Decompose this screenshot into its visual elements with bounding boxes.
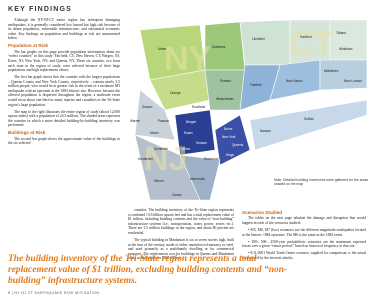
paragraph: • M5, M6, M7 (low) scenarios are the dif… [242, 227, 366, 237]
state-label: CT [289, 25, 335, 63]
state-label: NJ [144, 140, 187, 178]
paragraph: The second bar graph shows the approxima… [8, 136, 120, 146]
county-label: Somerset [154, 147, 168, 151]
county-label: Union [182, 147, 191, 151]
county-label: Hartford [300, 35, 312, 39]
county-label: Bronx [224, 127, 233, 131]
paragraph: counties. The building inventory of the … [128, 208, 234, 235]
county-label: Kings [226, 153, 234, 157]
county-label: Hunterdon [138, 157, 153, 161]
text-column: Scenarios Studied The tables on the next … [242, 208, 366, 263]
paragraph: The tables on the next page tabulate the… [242, 216, 366, 225]
county-label: Ocean [172, 193, 182, 197]
county-label: Rockland [192, 105, 206, 109]
county [329, 19, 368, 61]
map-note-box: Note: Detailed building inventories were… [274, 178, 369, 187]
county-label: Putnam [220, 79, 231, 83]
paragraph: The map to the right illustrates the ent… [8, 109, 120, 128]
county-label: Bergen [186, 120, 197, 124]
county-label: Queens [232, 143, 244, 147]
county-label: Fairfield [250, 83, 262, 87]
county-label: Monmouth [190, 177, 205, 181]
pull-quote: The building inventory of the Tri-State … [8, 254, 288, 286]
county-label: Suffolk [304, 117, 314, 121]
county-label: Nassau [260, 129, 271, 133]
counties [134, 19, 368, 201]
county-label: New London [344, 79, 362, 83]
county-label: Hudson [196, 141, 207, 145]
county [239, 19, 291, 66]
county-labels: Ulster Dutchess Litchfield Hartford Toll… [130, 31, 362, 197]
paragraph: The bar graphs on this page provide popu… [8, 49, 120, 73]
county-label: Litchfield [252, 37, 265, 41]
county [214, 114, 251, 166]
paragraph: The first bar graph shows that the count… [8, 75, 120, 107]
county-label: Middlesex [324, 69, 339, 73]
county-label: Warren [130, 119, 141, 123]
county-label: Ulster [158, 47, 167, 51]
county-label: Morris [150, 131, 159, 135]
county-label: Orange [170, 91, 181, 95]
paragraph: The typical building in Manhattan is six… [128, 237, 234, 261]
county [174, 109, 216, 156]
county-label: Sussex [142, 105, 153, 109]
section-heading: Buildings at Risk [8, 130, 46, 136]
header-title: KEY FINDINGS [8, 6, 73, 13]
section-heading: Population at Risk [8, 43, 49, 49]
text-column: Although the NY-NJ-CT metro region has i… [8, 18, 120, 148]
map-note: Note: Detailed building inventories were… [274, 178, 369, 187]
paragraph: Although the NY-NJ-CT metro region has i… [8, 18, 120, 41]
county [319, 59, 368, 91]
county [179, 154, 221, 201]
county-label: New York [222, 135, 236, 139]
region-map: NY CT NJ Ulster Dutchess Litchfield Hart… [124, 10, 372, 206]
paragraph: • 9/11/2001 World Trade Center scenario,… [242, 251, 366, 260]
text-column: counties. The building inventory of the … [128, 208, 234, 263]
county-label: Richmond [204, 157, 219, 161]
state-label: NY [164, 40, 212, 78]
county-label: Windham [339, 47, 353, 51]
paragraph: • 100-, 500-, 2500-year probabilistic sc… [242, 239, 366, 249]
county-label: Tolland [336, 31, 346, 35]
county [249, 99, 368, 151]
county-label: New Haven [286, 79, 303, 83]
county [134, 89, 176, 141]
county-label: Mercer [154, 179, 165, 183]
county-label: Passaic [158, 119, 170, 123]
county-label: Dutchess [212, 45, 226, 49]
footer: 8 | NY NJ CT EARTHQUAKE RISK MITIGATION [8, 291, 100, 295]
county-label: Westchester [216, 97, 235, 101]
county-label: Essex [184, 131, 193, 135]
section-heading: Scenarios Studied [242, 210, 283, 215]
